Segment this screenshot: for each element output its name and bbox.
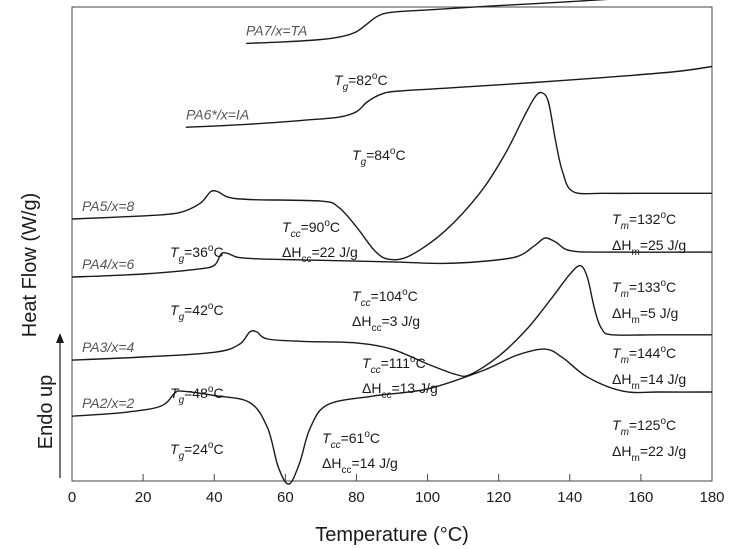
curve-pa4-x-6 bbox=[71, 237, 713, 278]
x-tick-label: 80 bbox=[348, 489, 365, 506]
curve-pa6-x-ia bbox=[185, 65, 713, 128]
x-tick-label: 20 bbox=[135, 489, 152, 506]
tg-annotation: Tg=24oC bbox=[170, 440, 224, 462]
curve-pa2-x-2 bbox=[71, 348, 713, 485]
dhcc-annotation: ΔHcc=3 J/g bbox=[352, 313, 420, 334]
tm-annotation: Tm=133oC bbox=[612, 278, 676, 300]
x-tick-label: 100 bbox=[415, 489, 440, 506]
tg-annotation: Tg=84oC bbox=[352, 146, 406, 168]
x-axis-ticks: 0 20 40 60 80 100 120 140 160 180 bbox=[68, 474, 725, 506]
x-tick-label: 140 bbox=[557, 489, 582, 506]
dhcc-annotation: ΔHcc=14 J/g bbox=[322, 455, 398, 476]
series-label: PA6*/x=IA bbox=[186, 106, 249, 122]
x-tick-label: 120 bbox=[486, 489, 511, 506]
series-labels: PA7/x=TA PA6*/x=IA PA5/x=8 PA4/x=6 PA3/x=4 PA… bbox=[82, 22, 307, 411]
tg-annotation: Tg=36oC bbox=[170, 243, 224, 265]
dhm-annotation: ΔHm=5 J/g bbox=[612, 305, 678, 326]
series-label: PA7/x=TA bbox=[246, 22, 307, 38]
tg-annotation: Tg=48oC bbox=[170, 384, 224, 406]
x-axis-title: Temperature (°C) bbox=[315, 524, 469, 546]
dhm-annotation: ΔHm=25 J/g bbox=[612, 237, 686, 258]
tm-annotation: Tm=125oC bbox=[612, 416, 676, 438]
series-label: PA4/x=6 bbox=[82, 256, 134, 272]
series-label: PA5/x=8 bbox=[82, 198, 134, 214]
x-tick-label: 160 bbox=[628, 489, 653, 506]
tcc-annotation: Tcc=90oC bbox=[282, 218, 340, 240]
x-tick-label: 180 bbox=[699, 489, 724, 506]
plot-frame bbox=[71, 6, 713, 482]
curve-pa7-x-ta bbox=[246, 0, 609, 45]
tg-annotation: Tg=82oC bbox=[334, 71, 388, 93]
x-tick-label: 60 bbox=[277, 489, 294, 506]
dhm-annotation: ΔHm=22 J/g bbox=[612, 443, 686, 464]
series-curves bbox=[71, 0, 713, 485]
series-label: PA3/x=4 bbox=[82, 339, 134, 355]
curve-pa5-x-8 bbox=[71, 91, 713, 261]
tg-annotation: Tg=42oC bbox=[170, 301, 224, 323]
dhcc-annotation: ΔHcc=22 J/g bbox=[282, 244, 358, 265]
x-tick-label: 40 bbox=[206, 489, 223, 506]
series-label: PA2/x=2 bbox=[82, 395, 134, 411]
tm-annotation: Tm=144oC bbox=[612, 344, 676, 366]
x-tick-label: 0 bbox=[68, 489, 76, 506]
dhm-annotation: ΔHm=14 J/g bbox=[612, 371, 686, 392]
transition-annotations: Tg=82oC Tg=84oC Tg=36oC Tcc=90oC ΔHcc=22 J/g… bbox=[170, 71, 686, 476]
tcc-annotation: Tcc=104oC bbox=[352, 287, 418, 309]
y-axis-title: Heat Flow (W/g) bbox=[19, 193, 41, 337]
dhcc-annotation: ΔHcc=13 J/g bbox=[362, 380, 438, 401]
endo-up-label: Endo up bbox=[35, 375, 57, 450]
arrow-up-icon bbox=[56, 333, 64, 343]
endo-up-indicator: Endo up bbox=[35, 333, 64, 478]
tm-annotation: Tm=132oC bbox=[612, 210, 676, 232]
tcc-annotation: Tcc=111oC bbox=[362, 354, 426, 376]
tcc-annotation: Tcc=61oC bbox=[322, 429, 380, 451]
curve-pa3-x-4 bbox=[71, 264, 712, 378]
